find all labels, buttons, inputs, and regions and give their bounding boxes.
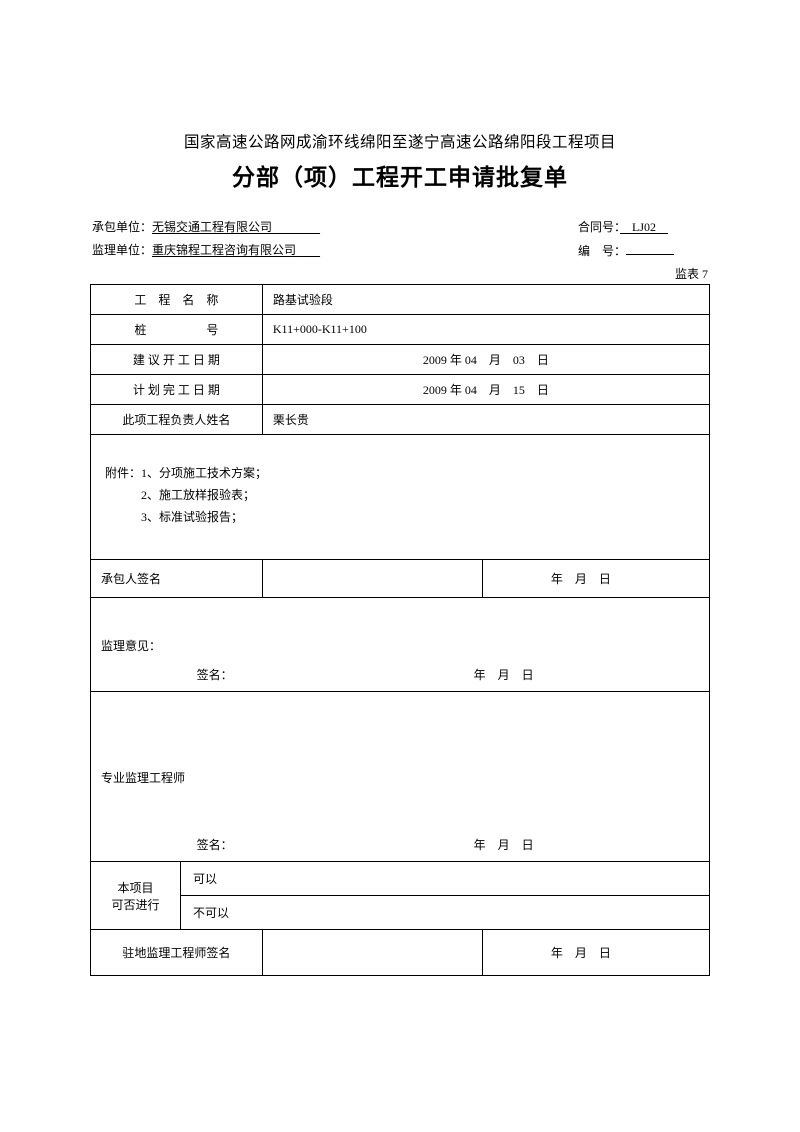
attachments-cell: 附件：1、分项施工技术方案； 2、施工放样报验表； 3、标准试验报告； xyxy=(91,435,710,560)
table-row: 建 议 开 工 日 期 2009 年 04 月 03 日 xyxy=(91,345,710,375)
meta-row-2: 监理单位：重庆锦程工程咨询有限公司 编 号： xyxy=(90,241,710,259)
contractor-sign-label: 承包人签名 xyxy=(91,560,263,598)
opinion-sign-line: 签名： 年 月 日 xyxy=(91,666,709,683)
project-name-label: 工 程 名 称 xyxy=(91,285,263,315)
document-page: 国家高速公路网成渝环线绵阳至遂宁高速公路绵阳段工程项目 分部（项）工程开工申请批… xyxy=(0,0,800,1036)
attachment-line: 2、施工放样报验表； xyxy=(105,484,699,506)
table-row: 不可以 xyxy=(91,896,710,930)
project-name-value: 路基试验段 xyxy=(262,285,709,315)
form-title: 分部（项）工程开工申请批复单 xyxy=(90,158,710,192)
project-header: 国家高速公路网成渝环线绵阳至遂宁高速公路绵阳段工程项目 xyxy=(90,130,710,152)
option-yes: 可以 xyxy=(181,862,710,896)
contractor-sign-date: 年 月 日 xyxy=(482,560,709,598)
form-table: 工 程 名 称 路基试验段 桩 号 K11+000-K11+100 建 议 开 … xyxy=(90,284,710,976)
proceed-label: 本项目可否进行 xyxy=(91,862,181,930)
sign-label: 签名： xyxy=(91,836,338,853)
start-date-value: 2009 年 04 月 03 日 xyxy=(262,345,709,375)
pro-engineer-cell: 专业监理工程师 签名： 年 月 日 xyxy=(91,692,710,862)
sign-date: 年 月 日 xyxy=(338,666,709,683)
meta-row-1: 承包单位：无锡交通工程有限公司 合同号： LJ02 xyxy=(90,218,710,235)
end-date-value: 2009 年 04 月 15 日 xyxy=(262,375,709,405)
person-label: 此项工程负责人姓名 xyxy=(91,405,263,435)
pro-engineer-label: 专业监理工程师 xyxy=(101,771,185,785)
supervision-opinion-cell: 监理意见： 签名： 年 月 日 xyxy=(91,598,710,692)
table-row: 附件：1、分项施工技术方案； 2、施工放样报验表； 3、标准试验报告； xyxy=(91,435,710,560)
start-date-label: 建 议 开 工 日 期 xyxy=(91,345,263,375)
serial-label: 编 号： xyxy=(578,244,626,258)
resident-sign-date: 年 月 日 xyxy=(482,930,709,976)
contractor-label: 承包单位： xyxy=(92,220,152,234)
end-date-label: 计 划 完 工 日 期 xyxy=(91,375,263,405)
attachment-line: 3、标准试验报告； xyxy=(105,506,699,528)
attachment-line: 附件：1、分项施工技术方案； xyxy=(105,462,699,484)
table-row: 工 程 名 称 路基试验段 xyxy=(91,285,710,315)
person-value: 栗长贵 xyxy=(262,405,709,435)
contract-no-label: 合同号： xyxy=(578,220,620,234)
table-number-label: 监表 7 xyxy=(90,265,710,282)
resident-engineer-sign-area xyxy=(262,930,482,976)
contractor-sign-area xyxy=(262,560,482,598)
serial-value xyxy=(626,241,674,255)
pile-value: K11+000-K11+100 xyxy=(262,315,709,345)
option-no: 不可以 xyxy=(181,896,710,930)
table-row: 桩 号 K11+000-K11+100 xyxy=(91,315,710,345)
supervisor-label: 监理单位： xyxy=(92,243,152,257)
contractor-value: 无锡交通工程有限公司 xyxy=(152,220,272,234)
opinion-label: 监理意见： xyxy=(101,639,161,653)
sign-label: 签名： xyxy=(91,666,338,683)
table-row: 监理意见： 签名： 年 月 日 xyxy=(91,598,710,692)
table-row: 计 划 完 工 日 期 2009 年 04 月 15 日 xyxy=(91,375,710,405)
table-row: 专业监理工程师 签名： 年 月 日 xyxy=(91,692,710,862)
resident-engineer-label: 驻地监理工程师签名 xyxy=(91,930,263,976)
sign-date: 年 月 日 xyxy=(338,836,709,853)
pro-engineer-sign-line: 签名： 年 月 日 xyxy=(91,836,709,853)
pile-label: 桩 号 xyxy=(91,315,263,345)
table-row: 承包人签名 年 月 日 xyxy=(91,560,710,598)
table-row: 驻地监理工程师签名 年 月 日 xyxy=(91,930,710,976)
contract-no-value: LJ02 xyxy=(620,220,668,234)
table-row: 本项目可否进行 可以 xyxy=(91,862,710,896)
table-row: 此项工程负责人姓名 栗长贵 xyxy=(91,405,710,435)
supervisor-value: 重庆锦程工程咨询有限公司 xyxy=(152,243,296,257)
